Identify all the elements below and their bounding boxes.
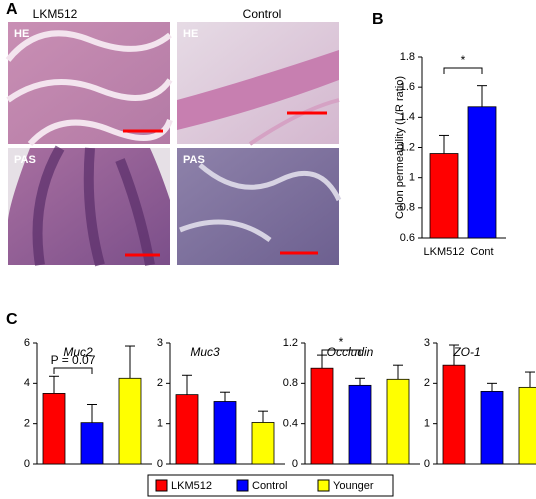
x-tick-label: Cont (470, 246, 493, 258)
tissue (32, 145, 155, 267)
legend-label: Younger (333, 480, 374, 492)
significance-bracket (321, 349, 361, 356)
significance-bracket (443, 67, 483, 74)
bar (518, 386, 536, 465)
y-tick-label: 1 (424, 418, 430, 430)
panel-label: A (6, 1, 18, 18)
y-tick-label: 1.2 (400, 141, 415, 153)
bar (442, 364, 466, 465)
y-tick-label: 3 (157, 337, 163, 349)
stain-label: PAS (183, 154, 205, 166)
y-tick-label: 0 (157, 458, 163, 470)
y-tick-label: 1 (409, 172, 415, 184)
legend-swatch (236, 479, 249, 492)
y-tick-label: 1.2 (283, 337, 298, 349)
column-header: LKM512 (33, 7, 78, 21)
chart-title: Muc3 (190, 345, 220, 359)
annotation: P = 0.07 (51, 353, 96, 367)
chart-title: ZO-1 (452, 345, 480, 359)
tissue (248, 98, 340, 146)
y-tick-label: 2 (424, 377, 430, 389)
y-tick-label: 0.8 (283, 377, 298, 389)
y-tick-label: 6 (24, 337, 30, 349)
stain-label: HE (14, 28, 29, 40)
bar (80, 422, 104, 465)
y-tick-label: 1.8 (400, 51, 415, 63)
y-tick-label: 1.6 (400, 81, 415, 93)
y-tick-label: 1.4 (400, 111, 415, 123)
y-tick-label: 0.6 (400, 232, 415, 244)
chart-title: Muc2 (63, 345, 93, 359)
x-tick-label: LKM512 (424, 246, 465, 258)
tissue (8, 148, 170, 220)
y-tick-label: 0.8 (400, 202, 415, 214)
tissue (177, 50, 339, 130)
micrographs: HE HE PAS PAS (5, 22, 342, 267)
bar (251, 422, 275, 465)
bar (467, 106, 497, 239)
y-tick-label: 4 (24, 377, 30, 389)
bar (213, 401, 237, 465)
legend-label: LKM512 (171, 480, 212, 492)
legend-label: Control (252, 480, 287, 492)
y-tick-label: 0 (292, 458, 298, 470)
panel-label: C (6, 311, 18, 328)
y-tick-label: 1 (157, 418, 163, 430)
bar (310, 367, 334, 465)
legend-swatch (155, 479, 168, 492)
y-axis-label: Colon permeability (L/R ratio) (394, 76, 406, 219)
annotation: * (339, 335, 344, 349)
tissue (179, 163, 342, 243)
bar (386, 378, 410, 465)
legend-box (147, 474, 394, 497)
bar (348, 384, 372, 465)
bar (480, 390, 504, 465)
annotation: * (461, 53, 466, 67)
bar (118, 377, 142, 465)
bar (42, 393, 66, 465)
stain-label: PAS (14, 154, 36, 166)
tissue (5, 30, 173, 147)
chart-title: Occludin (327, 345, 374, 359)
y-tick-label: 2 (157, 377, 163, 389)
stain-label: HE (183, 28, 198, 40)
y-tick-label: 0 (424, 458, 430, 470)
bar (429, 153, 459, 239)
y-tick-label: 2 (24, 418, 30, 430)
y-tick-label: 0 (24, 458, 30, 470)
legend-swatch (317, 479, 330, 492)
y-tick-label: 0.4 (283, 418, 298, 430)
significance-bracket (53, 367, 93, 374)
bar (175, 394, 199, 465)
y-tick-label: 3 (424, 337, 430, 349)
panel-label: B (372, 11, 384, 28)
column-header: Control (243, 7, 282, 21)
